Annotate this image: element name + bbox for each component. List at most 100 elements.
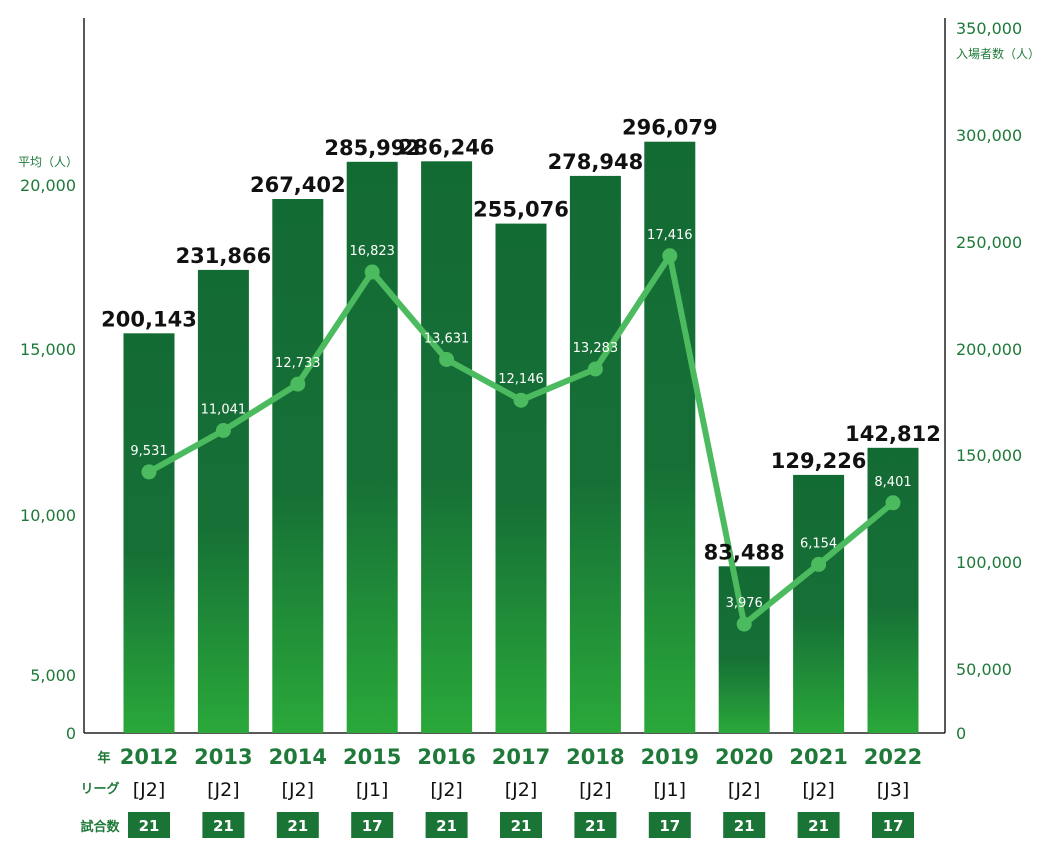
left-axis-title: 平均（人） <box>18 155 78 169</box>
average-value-label: 12,733 <box>275 356 321 371</box>
year-label: 2022 <box>864 745 922 769</box>
attendance-value-label: 278,948 <box>548 150 644 174</box>
average-value-label: 11,041 <box>201 403 247 418</box>
average-value-label: 16,823 <box>349 244 395 259</box>
left-tick-label: 10,000 <box>20 506 76 525</box>
league-label: [J2] <box>579 779 612 801</box>
games-count-label: 21 <box>734 817 755 835</box>
league-label: [J2] <box>282 779 315 801</box>
left-tick-label: 15,000 <box>20 340 76 359</box>
games-count-box <box>797 812 840 838</box>
average-point <box>885 495 901 511</box>
attendance-bar <box>272 199 324 733</box>
games-row-label: 試合数 <box>80 819 120 835</box>
attendance-bar <box>644 141 696 733</box>
league-label: [J2] <box>207 779 240 801</box>
average-point <box>811 556 827 572</box>
average-point <box>364 264 380 280</box>
games-count-box <box>500 812 542 838</box>
left-tick-label: 5,000 <box>30 666 76 685</box>
year-label: 2012 <box>120 745 178 769</box>
average-point <box>215 423 231 438</box>
year-row-label: 年 <box>97 750 110 766</box>
games-count-box <box>574 812 617 838</box>
attendance-bar <box>793 474 845 733</box>
league-label: [J2] <box>133 779 166 801</box>
games-count-label: 17 <box>362 817 383 835</box>
attendance-value-label: 200,143 <box>101 307 197 331</box>
attendance-bar <box>718 566 770 733</box>
games-count-label: 17 <box>659 817 680 835</box>
average-value-label: 8,401 <box>874 475 911 490</box>
attendance-value-label: 255,076 <box>473 198 569 222</box>
games-count-label: 21 <box>213 817 234 835</box>
year-label: 2014 <box>269 745 327 769</box>
games-count-box <box>872 812 914 838</box>
average-point <box>513 392 529 408</box>
average-value-label: 9,531 <box>130 444 167 459</box>
games-count-label: 21 <box>511 817 532 835</box>
league-label: [J1] <box>356 779 389 801</box>
games-count-label: 21 <box>585 817 606 835</box>
games-count-box <box>128 812 170 838</box>
league-label: [J2] <box>728 779 761 801</box>
league-label: [J2] <box>430 779 463 801</box>
year-label: 2020 <box>715 745 773 769</box>
games-count-box <box>723 812 766 838</box>
left-tick-label: 0 <box>66 724 76 743</box>
average-value-label: 13,283 <box>573 341 619 356</box>
attendance-bar <box>197 269 249 733</box>
league-label: [J1] <box>654 779 687 801</box>
average-point <box>141 464 157 480</box>
league-row-label: リーグ <box>80 781 119 797</box>
average-point <box>290 376 306 392</box>
games-count-box <box>425 812 468 838</box>
games-count-box <box>351 812 394 838</box>
games-count-label: 21 <box>436 817 457 835</box>
average-value-label: 3,976 <box>726 596 763 611</box>
year-label: 2016 <box>417 745 475 769</box>
left-tick-label: 20,000 <box>20 176 76 195</box>
attendance-value-label: 286,246 <box>399 135 495 159</box>
attendance-value-label: 296,079 <box>622 116 718 140</box>
attendance-bar <box>569 175 621 733</box>
average-point <box>662 248 678 264</box>
games-count-label: 21 <box>139 817 160 835</box>
right-tick-label: 150,000 <box>956 446 1022 465</box>
year-label: 2015 <box>343 745 401 769</box>
attendance-bar <box>421 161 473 734</box>
attendance-bar <box>346 161 398 734</box>
attendance-bar <box>867 447 919 733</box>
year-label: 2013 <box>194 745 252 769</box>
average-value-label: 13,631 <box>424 332 470 347</box>
right-tick-label: 200,000 <box>956 340 1022 359</box>
right-tick-label: 0 <box>956 724 966 743</box>
right-tick-label: 50,000 <box>956 660 1012 679</box>
games-count-label: 21 <box>287 817 308 835</box>
league-label: [J2] <box>505 779 538 801</box>
games-count-label: 17 <box>883 817 904 835</box>
year-label: 2019 <box>641 745 699 769</box>
games-count-label: 21 <box>808 817 829 835</box>
right-axis-title: 入場者数（人） <box>956 46 1040 61</box>
right-tick-label: 100,000 <box>956 553 1022 572</box>
attendance-bar <box>123 333 175 733</box>
average-point <box>736 616 752 632</box>
average-value-label: 17,416 <box>647 228 693 243</box>
right-tick-label: 350,000 <box>956 19 1022 38</box>
year-label: 2017 <box>492 745 550 769</box>
league-label: [J2] <box>802 779 835 801</box>
attendance-value-label: 83,488 <box>704 540 785 564</box>
average-value-label: 12,146 <box>498 372 544 387</box>
attendance-value-label: 285,992 <box>324 136 420 160</box>
attendance-value-label: 231,866 <box>176 244 272 268</box>
games-count-box <box>648 812 691 838</box>
average-point <box>439 352 455 367</box>
attendance-value-label: 142,812 <box>845 422 941 446</box>
year-label: 2018 <box>566 745 624 769</box>
average-point <box>587 361 603 377</box>
games-count-box <box>202 812 245 838</box>
attendance-value-label: 267,402 <box>250 173 346 197</box>
average-value-label: 6,154 <box>800 536 837 551</box>
